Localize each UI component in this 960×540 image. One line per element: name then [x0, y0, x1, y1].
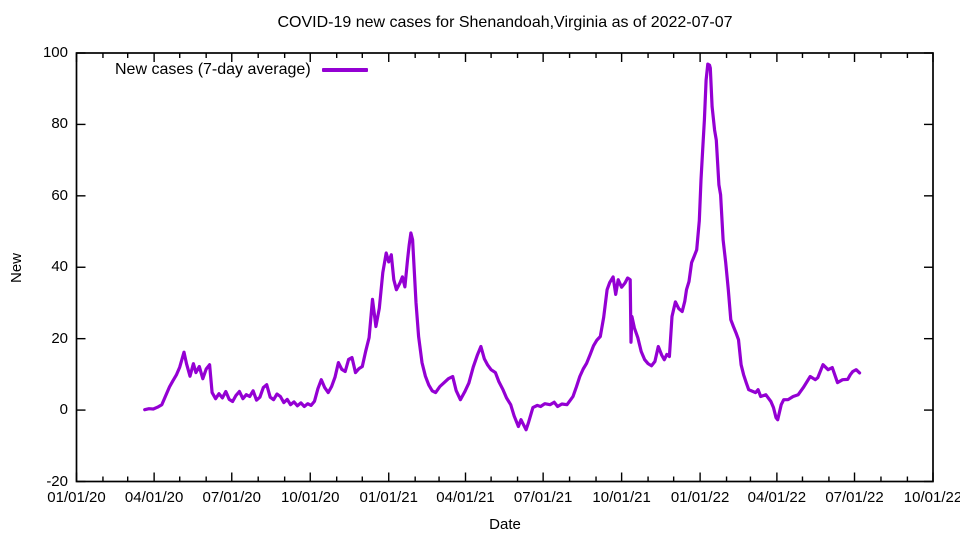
plot-border: [75, 52, 934, 483]
x-tick-label: 10/01/21: [592, 489, 651, 506]
x-axis-title: Date: [489, 516, 521, 533]
legend-line-sample: [321, 68, 368, 72]
x-tick-label: 04/01/21: [436, 489, 495, 506]
x-tick-label: 07/01/20: [202, 489, 261, 506]
x-tick-label: 07/01/21: [513, 489, 573, 506]
x-tick-label: 04/01/22: [747, 489, 807, 506]
y-tick-label: 40: [51, 258, 68, 276]
y-tick-label: -20: [46, 472, 68, 490]
x-tick-label: 01/01/21: [359, 489, 418, 506]
y-tick-label: 100: [42, 44, 68, 61]
x-tick-label: 10/01/22: [903, 489, 960, 506]
x-tick-label: 04/01/20: [124, 489, 184, 506]
x-tick-label: 10/01/20: [281, 489, 340, 506]
y-axis-title: New: [8, 253, 25, 284]
chart-title: COVID-19 new cases for Shenandoah,Virgin…: [277, 14, 733, 31]
x-tick-label: 01/01/20: [47, 489, 106, 506]
y-tick-label: 0: [59, 401, 68, 419]
y-tick-label: 20: [51, 329, 68, 347]
legend-label: New cases (7-day average): [115, 61, 311, 78]
x-tick-label: 01/01/22: [670, 489, 730, 506]
y-tick-label: 80: [51, 115, 68, 133]
y-tick-label: 60: [51, 186, 68, 204]
x-tick-label: 07/01/22: [825, 489, 884, 506]
data-series-line: [143, 62, 862, 432]
legend: New cases (7-day average): [115, 61, 368, 79]
